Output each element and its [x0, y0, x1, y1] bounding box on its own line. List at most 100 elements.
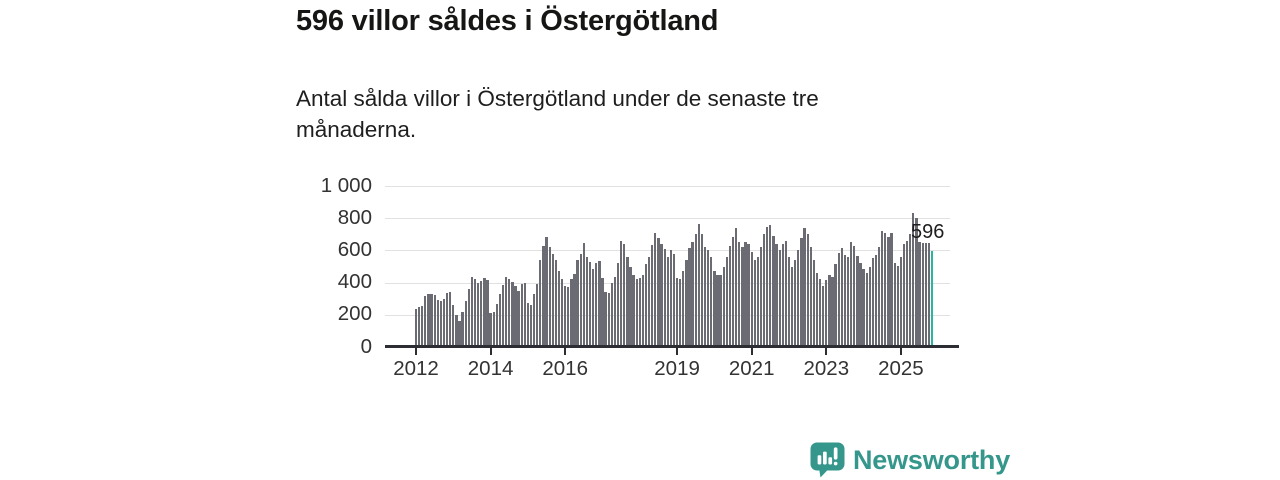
bar — [585, 256, 589, 347]
bar — [626, 256, 629, 347]
x-axis-label-2012: 2012 — [393, 357, 439, 380]
bar — [545, 236, 548, 347]
bar — [635, 279, 638, 347]
bar — [790, 266, 794, 347]
bar — [756, 256, 760, 347]
bar — [803, 227, 806, 347]
bar — [834, 264, 837, 347]
bar — [787, 256, 791, 347]
bar — [539, 260, 542, 347]
bar — [504, 277, 508, 347]
x-axis-tick-2014 — [489, 348, 492, 355]
bar — [874, 255, 878, 347]
bar — [486, 280, 489, 347]
bar — [414, 308, 418, 347]
bar — [753, 260, 756, 347]
x-axis-label-2014: 2014 — [467, 357, 514, 380]
bar — [442, 299, 446, 347]
bar — [797, 250, 800, 347]
bar — [707, 250, 710, 347]
bar — [716, 275, 719, 347]
bar — [455, 315, 458, 347]
x-axis-label-2023: 2023 — [803, 357, 850, 380]
bar — [421, 306, 424, 347]
y-axis-label-200: 200 — [337, 302, 372, 326]
bar — [439, 301, 443, 347]
x-axis-tick-2023 — [825, 348, 828, 355]
bar — [610, 282, 613, 347]
bar — [473, 278, 477, 347]
bar — [592, 269, 595, 347]
bar — [831, 276, 834, 347]
bar — [735, 227, 738, 347]
y-axis-label-0: 0 — [360, 334, 372, 358]
bar — [784, 240, 788, 347]
bar — [725, 256, 728, 347]
bar — [445, 292, 449, 347]
bar — [893, 263, 896, 347]
bar — [800, 237, 803, 347]
bar — [542, 245, 545, 347]
bar — [560, 278, 564, 347]
bar — [588, 261, 592, 347]
subtitle-line-1: Antal sålda villor i Östergötland under … — [296, 86, 819, 111]
bar — [775, 244, 778, 347]
bar — [520, 284, 523, 347]
bar — [548, 246, 551, 347]
bar — [498, 293, 502, 347]
x-axis-tick-2019 — [676, 348, 679, 355]
bar — [647, 256, 651, 347]
bar — [837, 252, 840, 347]
bar — [480, 280, 483, 347]
bar — [657, 237, 660, 347]
bar — [909, 234, 912, 347]
bar — [896, 266, 899, 347]
bar — [672, 253, 676, 347]
bar — [769, 225, 772, 347]
bar — [713, 271, 716, 347]
bar — [899, 257, 903, 347]
bar — [508, 279, 511, 347]
bar — [853, 246, 856, 347]
bar — [762, 234, 766, 347]
y-axis-label-1000: 1 000 — [320, 173, 372, 197]
bar — [862, 269, 865, 347]
bar — [613, 277, 617, 347]
bar — [759, 247, 763, 347]
bar — [511, 282, 514, 347]
bar — [741, 247, 744, 347]
bar — [492, 311, 495, 347]
bar — [728, 246, 732, 347]
bar — [477, 282, 480, 347]
y-axis-label-800: 800 — [337, 205, 372, 229]
bar — [651, 245, 654, 347]
bar — [424, 295, 427, 347]
newsworthy-logo[interactable]: Newsworthy — [810, 442, 1010, 478]
bar — [464, 301, 467, 347]
bar — [517, 291, 520, 347]
bar — [483, 278, 486, 347]
bar — [794, 260, 797, 347]
bar — [601, 277, 604, 347]
bar — [703, 247, 707, 347]
bar — [564, 286, 567, 347]
bar — [846, 256, 850, 347]
bar — [843, 255, 847, 347]
bar — [694, 234, 697, 347]
bar — [738, 242, 741, 347]
bar — [430, 293, 433, 347]
bar — [595, 262, 598, 347]
chart-title: 596 villor såldes i Östergötland — [296, 5, 719, 37]
bar — [526, 302, 530, 347]
bar — [710, 256, 713, 347]
bar — [427, 293, 430, 347]
bar — [868, 267, 871, 347]
bar — [470, 276, 474, 347]
bar — [921, 243, 924, 347]
bar — [666, 256, 669, 347]
bar — [436, 300, 439, 347]
bar — [582, 242, 585, 347]
bar — [449, 292, 452, 347]
bar — [632, 274, 635, 348]
bar — [890, 232, 893, 347]
